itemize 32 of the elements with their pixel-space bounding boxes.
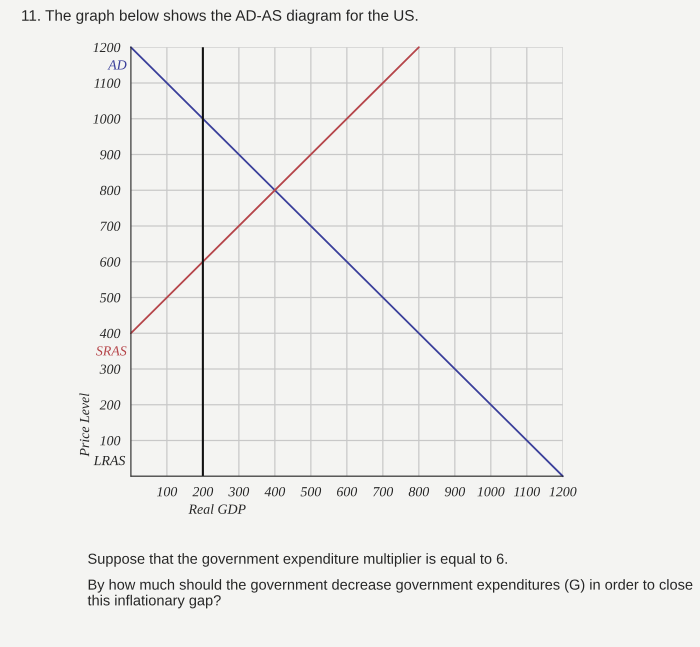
x-tick-label: 1000 bbox=[477, 487, 505, 496]
y-tick-label: 600 bbox=[100, 257, 120, 267]
x-tick-label: 700 bbox=[373, 487, 394, 496]
y-tick-label: 100 bbox=[100, 436, 120, 446]
series-label: SRAS bbox=[96, 346, 127, 356]
y-tick-label: 900 bbox=[100, 150, 120, 160]
x-tick-label: 100 bbox=[156, 487, 178, 496]
x-tick-label: 800 bbox=[408, 487, 430, 496]
y-tick-label: 500 bbox=[100, 293, 120, 302]
y-tick-label: 1100 bbox=[94, 78, 120, 88]
y-tick-label: 700 bbox=[100, 222, 120, 231]
x-tick-label: 300 bbox=[228, 487, 250, 496]
y-tick-label: 1000 bbox=[93, 114, 120, 124]
y-tick-label: 300 bbox=[100, 364, 120, 374]
ref-line-label: LRAS bbox=[94, 456, 126, 466]
x-tick-label: 500 bbox=[300, 487, 322, 496]
x-tick-label: 1200 bbox=[549, 487, 577, 496]
y-tick-label: 200 bbox=[100, 400, 120, 410]
y-tick-label: 400 bbox=[100, 328, 120, 338]
x-tick-label: 400 bbox=[264, 487, 286, 496]
x-tick-label: 600 bbox=[336, 487, 358, 496]
y-axis-title: Price Level bbox=[79, 393, 90, 457]
x-tick-label: 900 bbox=[444, 487, 466, 496]
y-tick-label: 1200 bbox=[93, 42, 120, 52]
series-label: AD bbox=[107, 60, 127, 70]
x-tick-label: 1100 bbox=[514, 487, 540, 496]
x-tick-label: 200 bbox=[192, 487, 214, 496]
text: By how much should the government decrease government expenditures (G) in order to close this inflationary gap? bbox=[88, 579, 692, 608]
x-axis-title: Real GDP bbox=[188, 504, 246, 514]
text: Suppose that the government expenditure multiplier is equal to 6. bbox=[88, 553, 507, 567]
chart-title: 11. The graph below shows the AD-AS diagram for the US. bbox=[22, 10, 418, 24]
y-tick-label: 800 bbox=[100, 186, 120, 196]
